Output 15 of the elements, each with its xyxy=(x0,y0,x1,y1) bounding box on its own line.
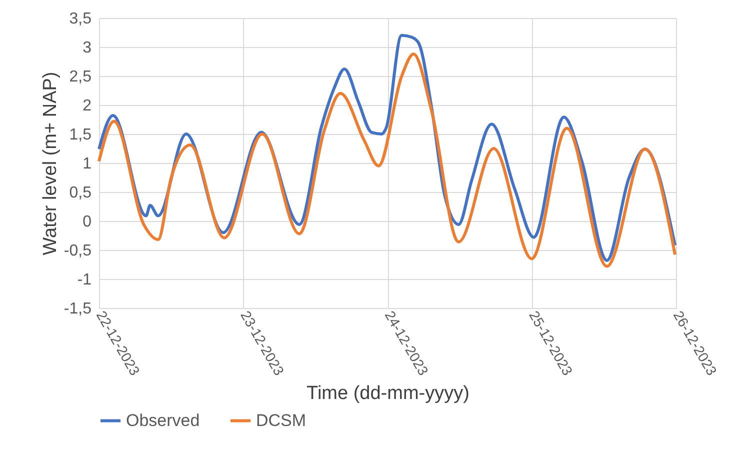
y-tick-label: -1,5 xyxy=(64,300,92,318)
y-tick-label: 2 xyxy=(82,98,92,114)
y-tick-label: 3 xyxy=(82,40,92,56)
y-tick-label: 3,5 xyxy=(69,10,92,28)
y-tick-label: 1,5 xyxy=(69,126,92,144)
y-tick-label: 2,5 xyxy=(69,68,92,86)
y-tick-label: -0,5 xyxy=(64,242,92,260)
legend-label: Observed xyxy=(126,410,200,430)
y-axis-title: Water level (m+ NAP) xyxy=(40,72,61,256)
y-tick-label: 0 xyxy=(82,214,92,230)
y-tick-label: 1 xyxy=(82,156,92,172)
y-tick-label: -1 xyxy=(77,272,92,288)
legend-label: DCSM xyxy=(256,410,306,430)
x-axis-title: Time (dd-mm-yyyy) xyxy=(306,383,470,404)
y-tick-label: 0,5 xyxy=(69,184,92,202)
